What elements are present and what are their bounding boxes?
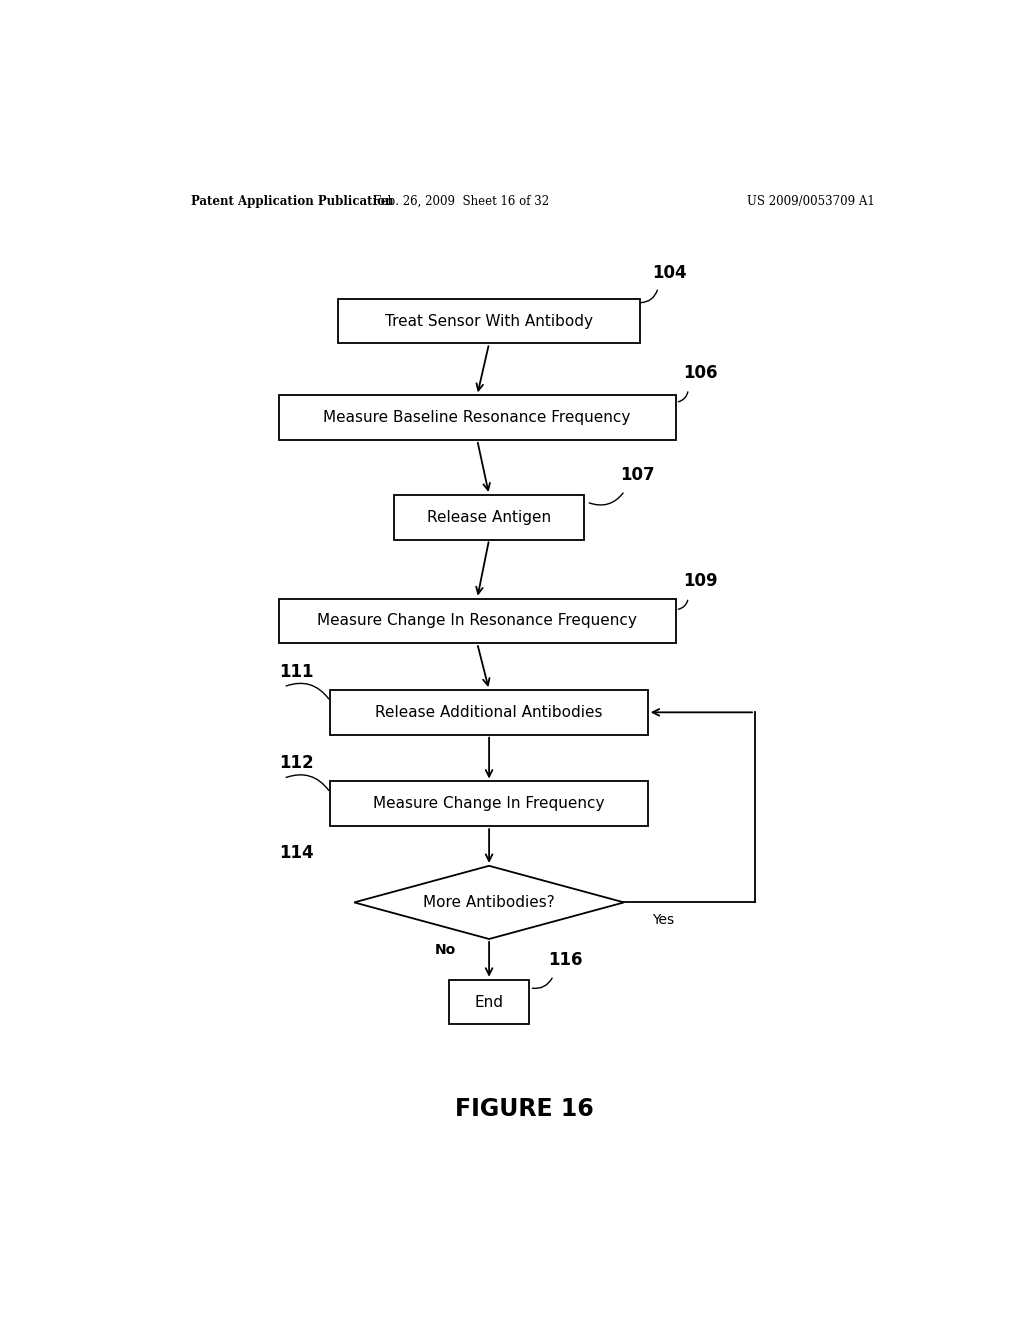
Text: No: No (435, 942, 456, 957)
Text: US 2009/0053709 A1: US 2009/0053709 A1 (748, 194, 874, 207)
Bar (450, 979, 528, 1024)
FancyArrowPatch shape (641, 290, 657, 302)
Bar (279, 395, 676, 440)
FancyArrowPatch shape (286, 684, 329, 698)
Text: More Antibodies?: More Antibodies? (423, 895, 555, 909)
FancyArrowPatch shape (589, 492, 624, 506)
Text: Measure Baseline Resonance Frequency: Measure Baseline Resonance Frequency (324, 411, 631, 425)
Bar (394, 495, 585, 540)
Text: 112: 112 (279, 754, 313, 772)
Bar (279, 598, 676, 643)
Bar (338, 298, 640, 343)
Text: Measure Change In Frequency: Measure Change In Frequency (374, 796, 605, 812)
Text: 107: 107 (620, 466, 654, 483)
Bar (331, 690, 648, 735)
Text: 106: 106 (684, 364, 718, 381)
Text: FIGURE 16: FIGURE 16 (456, 1097, 594, 1121)
Text: 114: 114 (279, 843, 313, 862)
Text: Feb. 26, 2009  Sheet 16 of 32: Feb. 26, 2009 Sheet 16 of 32 (374, 194, 549, 207)
Text: Measure Change In Resonance Frequency: Measure Change In Resonance Frequency (317, 614, 637, 628)
Text: Release Antigen: Release Antigen (427, 510, 551, 524)
Polygon shape (354, 866, 624, 939)
Text: 109: 109 (684, 573, 718, 590)
FancyArrowPatch shape (678, 392, 688, 401)
FancyArrowPatch shape (532, 978, 552, 989)
Text: Patent Application Publication: Patent Application Publication (191, 194, 394, 207)
FancyArrowPatch shape (286, 775, 329, 791)
Text: End: End (474, 994, 504, 1010)
Text: 104: 104 (652, 264, 686, 282)
Text: Yes: Yes (652, 912, 674, 927)
FancyArrowPatch shape (678, 601, 688, 610)
Text: Release Additional Antibodies: Release Additional Antibodies (376, 705, 603, 719)
Text: Treat Sensor With Antibody: Treat Sensor With Antibody (385, 314, 593, 329)
Bar (331, 781, 648, 826)
Text: 116: 116 (549, 952, 583, 969)
Text: 111: 111 (279, 663, 313, 681)
